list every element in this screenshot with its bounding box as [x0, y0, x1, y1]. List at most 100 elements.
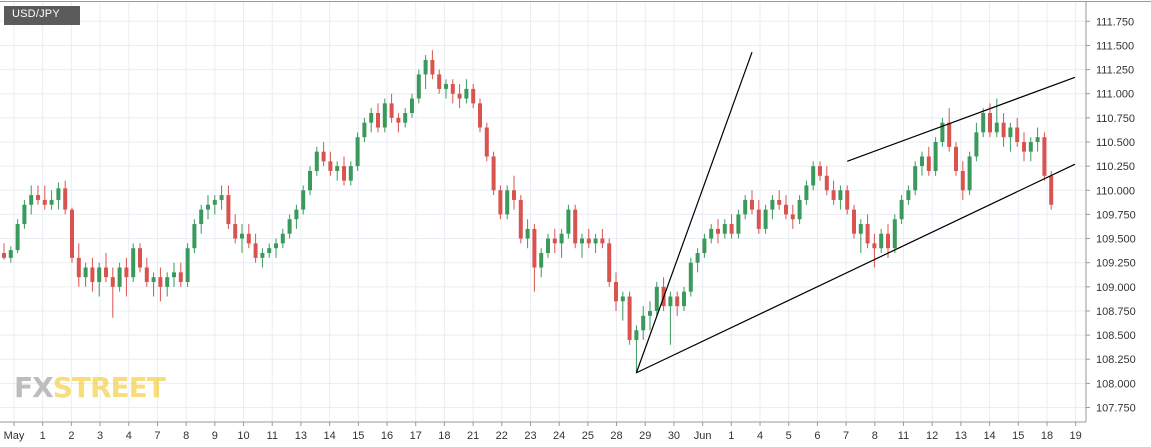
x-tick-label: 19: [1070, 430, 1082, 442]
candle-body-down: [573, 209, 578, 244]
candle-body-down: [471, 88, 476, 104]
candle-body-down: [729, 224, 734, 234]
x-tick-label: 30: [668, 430, 680, 442]
candle-body-up: [1035, 137, 1040, 142]
candle-body-up: [131, 248, 136, 278]
candle-body-up: [620, 296, 625, 302]
candle-body-down: [518, 199, 523, 239]
candle-body-up: [15, 224, 20, 251]
y-tick-label: 107.750: [1096, 403, 1136, 415]
candle-body-down: [947, 122, 952, 147]
candle-body-down: [376, 113, 380, 128]
candle-body-up: [423, 59, 428, 75]
candle-body-down: [845, 190, 850, 210]
candle-body-down: [1049, 175, 1054, 205]
candle-body-down: [784, 204, 788, 215]
candle-body-down: [960, 170, 965, 191]
candle-body-up: [1028, 142, 1033, 152]
candle-body-up: [688, 262, 693, 292]
x-tick-label: 1: [728, 430, 734, 442]
x-tick-label: 22: [496, 430, 508, 442]
candle-body-down: [607, 243, 612, 282]
candle-body-up: [464, 88, 469, 99]
candle-body-up: [49, 199, 54, 205]
candle-body-up: [287, 219, 292, 234]
candle-body-down: [328, 161, 333, 171]
candle-body-down: [886, 233, 890, 249]
x-tick-label: 1: [40, 430, 46, 442]
candle-body-up: [348, 166, 353, 181]
candle-body-down: [1022, 142, 1026, 152]
candle-body-down: [457, 93, 462, 99]
candle-body-up: [743, 199, 748, 215]
candle-body-down: [321, 151, 326, 162]
x-tick-label: 21: [467, 430, 479, 442]
candle-body-down: [824, 175, 829, 191]
candle-body-up: [335, 166, 340, 171]
x-tick-label: 4: [757, 430, 763, 442]
x-tick-label: 7: [154, 430, 160, 442]
candle-body-up: [29, 195, 34, 205]
x-tick-label: 16: [381, 430, 393, 442]
candle-body-down: [777, 199, 782, 205]
candle-body-down: [790, 214, 795, 220]
x-tick-label: 28: [610, 430, 622, 442]
candle-body-up: [355, 137, 360, 167]
x-tick-label: 18: [1041, 430, 1053, 442]
x-tick-label: 17: [410, 430, 422, 442]
candle-body-up: [97, 267, 102, 282]
candle-body-down: [872, 243, 877, 249]
logo-street-text: STREET: [52, 371, 166, 404]
y-tick-label: 111.250: [1096, 65, 1134, 77]
candle-body-up: [117, 267, 122, 287]
x-tick-label: 12: [926, 430, 938, 442]
candle-body-down: [389, 103, 394, 118]
candle-body-up: [593, 238, 598, 244]
candle-body-down: [532, 228, 537, 268]
candle-body-up: [219, 195, 224, 200]
candle-body-up: [382, 103, 387, 128]
candle-body-up: [8, 250, 13, 258]
candle-body-up: [172, 272, 176, 278]
candle-body-down: [600, 238, 605, 244]
candle-body-up: [770, 199, 775, 210]
candle-body-up: [736, 214, 741, 234]
candle-body-down: [716, 228, 720, 234]
candle-body-up: [668, 296, 673, 307]
candle-body-up: [899, 199, 904, 220]
candle-body-up: [811, 166, 816, 186]
x-tick-label: 24: [553, 430, 565, 442]
y-tick-label: 108.500: [1096, 330, 1136, 342]
candle-body-down: [1001, 122, 1006, 138]
candle-body-up: [505, 190, 510, 215]
candle-body-down: [1015, 127, 1020, 142]
y-tick-label: 110.500: [1096, 137, 1135, 149]
candle-body-down: [437, 74, 442, 89]
candle-body-down: [491, 156, 496, 191]
candle-body-up: [56, 188, 61, 200]
x-tick-label: 14: [983, 430, 995, 442]
symbol-badge[interactable]: USD/JPY: [4, 6, 80, 25]
x-tick-label: 29: [639, 430, 651, 442]
candle-body-up: [308, 170, 312, 191]
candle-body-up: [444, 84, 448, 89]
candle-body-up: [185, 248, 190, 282]
x-tick-label: 8: [183, 430, 189, 442]
trendline: [846, 76, 1076, 162]
x-tick-label: 3: [97, 430, 103, 442]
candle-body-up: [294, 209, 299, 220]
y-tick-label: 108.000: [1096, 378, 1136, 390]
candle-body-down: [484, 127, 489, 157]
candle-body-up: [410, 98, 414, 114]
candle-body-down: [756, 209, 761, 229]
candle-body-up: [267, 248, 272, 254]
candle-body-up: [559, 233, 564, 244]
candle-body-up: [199, 209, 204, 225]
candle-body-up: [797, 199, 802, 220]
x-tick-label: 6: [814, 430, 820, 442]
candle-body-up: [763, 209, 768, 229]
y-tick-label: 110.250: [1096, 161, 1135, 173]
y-tick-label: 109.500: [1096, 234, 1136, 246]
